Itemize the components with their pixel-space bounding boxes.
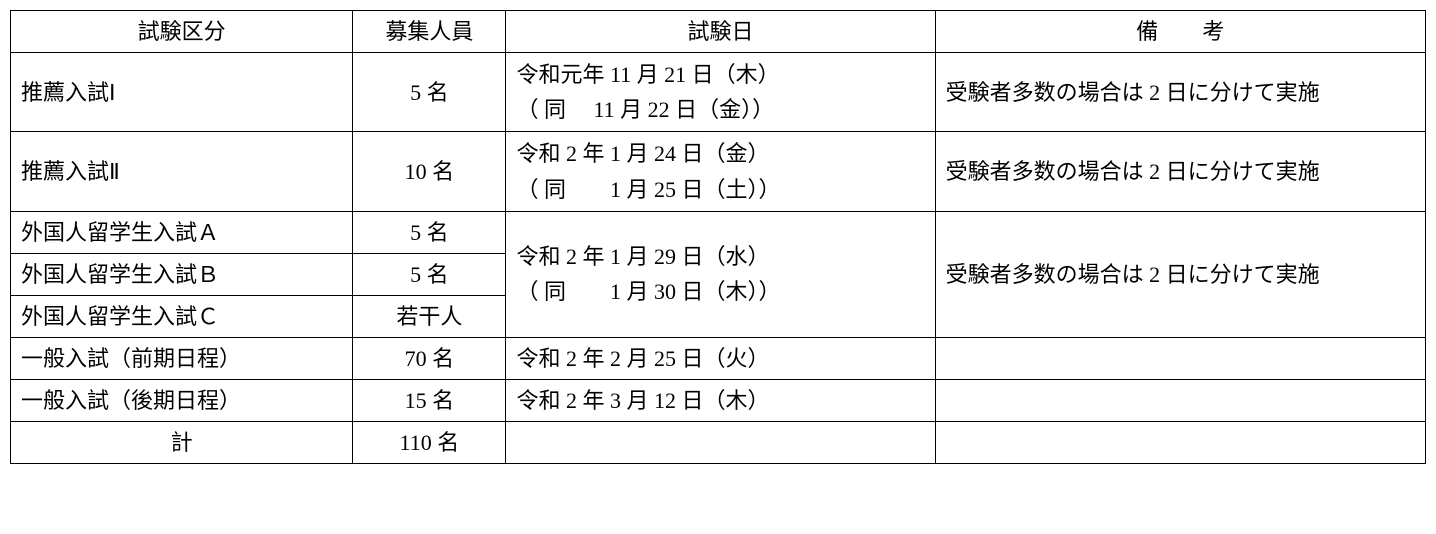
cell-date: 令和 2 年 2 月 25 日（火） — [506, 337, 935, 379]
cell-category: 外国人留学生入試Ａ — [11, 211, 353, 253]
cell-date: 令和 2 年 3 月 12 日（木） — [506, 379, 935, 421]
cell-category: 外国人留学生入試Ｂ — [11, 253, 353, 295]
date-line: 令和元年 11 月 21 日（木） — [516, 62, 779, 87]
header-notes: 備 考 — [935, 11, 1425, 53]
cell-date: 令和元年 11 月 21 日（木） （ 同 11 月 22 日（金）） — [506, 53, 935, 132]
cell-category: 一般入試（前期日程） — [11, 337, 353, 379]
cell-capacity: 110 名 — [353, 421, 506, 463]
table-row: 推薦入試Ⅰ 5 名 令和元年 11 月 21 日（木） （ 同 11 月 22 … — [11, 53, 1426, 132]
table-row: 推薦入試Ⅱ 10 名 令和 2 年 1 月 24 日（金） （ 同 1 月 25… — [11, 132, 1426, 211]
cell-notes — [935, 379, 1425, 421]
table-row: 一般入試（後期日程） 15 名 令和 2 年 3 月 12 日（木） — [11, 379, 1426, 421]
header-capacity: 募集人員 — [353, 11, 506, 53]
cell-category: 推薦入試Ⅰ — [11, 53, 353, 132]
cell-category: 推薦入試Ⅱ — [11, 132, 353, 211]
cell-category: 外国人留学生入試Ｃ — [11, 295, 353, 337]
cell-date: 令和 2 年 1 月 24 日（金） （ 同 1 月 25 日（土）） — [506, 132, 935, 211]
cell-capacity: 5 名 — [353, 253, 506, 295]
cell-notes-merged: 受験者多数の場合は 2 日に分けて実施 — [935, 211, 1425, 337]
table-header-row: 試験区分 募集人員 試験日 備 考 — [11, 11, 1426, 53]
cell-date-merged: 令和 2 年 1 月 29 日（水） （ 同 1 月 30 日（木）） — [506, 211, 935, 337]
cell-category: 計 — [11, 421, 353, 463]
exam-schedule-table: 試験区分 募集人員 試験日 備 考 推薦入試Ⅰ 5 名 令和元年 11 月 21… — [10, 10, 1426, 464]
date-line: （ 同 1 月 30 日（木）） — [516, 279, 780, 304]
cell-notes — [935, 337, 1425, 379]
cell-capacity: 5 名 — [353, 53, 506, 132]
table-row: 外国人留学生入試Ａ 5 名 令和 2 年 1 月 29 日（水） （ 同 1 月… — [11, 211, 1426, 253]
header-date: 試験日 — [506, 11, 935, 53]
date-line: （ 同 1 月 25 日（土）） — [516, 177, 780, 202]
cell-date — [506, 421, 935, 463]
cell-capacity: 5 名 — [353, 211, 506, 253]
date-line: 令和 2 年 1 月 29 日（水） — [516, 244, 769, 269]
header-category: 試験区分 — [11, 11, 353, 53]
cell-capacity: 10 名 — [353, 132, 506, 211]
date-line: （ 同 11 月 22 日（金）） — [516, 97, 774, 122]
table-row: 一般入試（前期日程） 70 名 令和 2 年 2 月 25 日（火） — [11, 337, 1426, 379]
date-line: 令和 2 年 1 月 24 日（金） — [516, 141, 769, 166]
cell-capacity: 若干人 — [353, 295, 506, 337]
cell-notes: 受験者多数の場合は 2 日に分けて実施 — [935, 53, 1425, 132]
cell-capacity: 15 名 — [353, 379, 506, 421]
cell-category: 一般入試（後期日程） — [11, 379, 353, 421]
cell-notes: 受験者多数の場合は 2 日に分けて実施 — [935, 132, 1425, 211]
cell-notes — [935, 421, 1425, 463]
cell-capacity: 70 名 — [353, 337, 506, 379]
table-total-row: 計 110 名 — [11, 421, 1426, 463]
